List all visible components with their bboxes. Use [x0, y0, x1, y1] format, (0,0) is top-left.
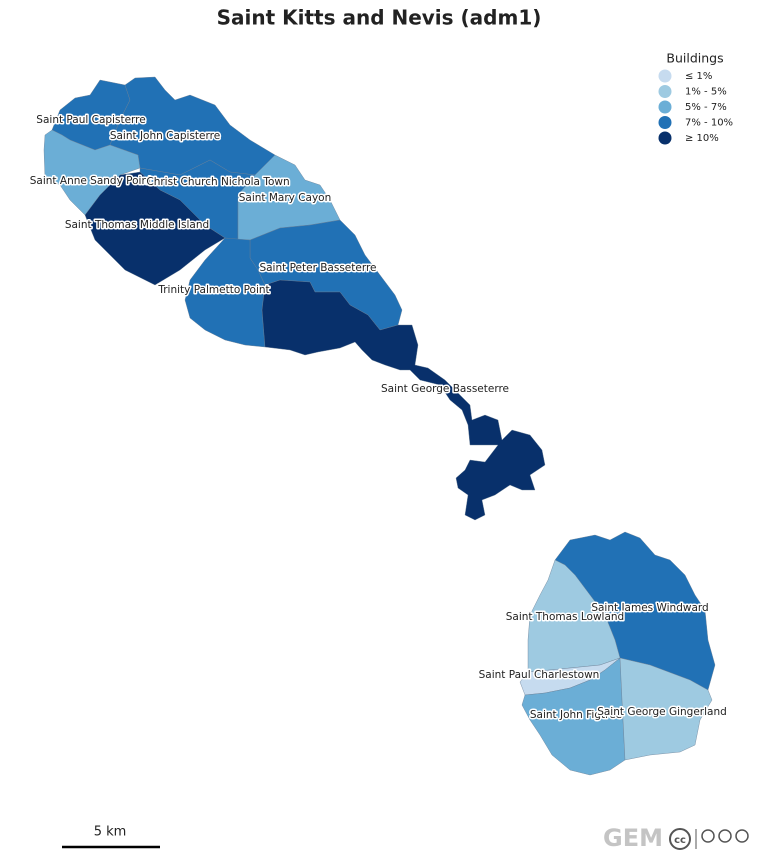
region-label: Saint Paul Charlestown — [479, 669, 600, 681]
region-label: Saint George Basseterre — [381, 383, 509, 395]
license-icon — [669, 828, 691, 850]
license-text: cc — [674, 835, 686, 846]
region — [184, 237, 266, 348]
region — [619, 657, 713, 761]
legend-label: ≥ 10% — [685, 133, 719, 144]
region-label: Saint Mary Cayon — [239, 192, 332, 204]
legend-swatch — [658, 131, 672, 145]
legend-label: 5% - 7% — [685, 102, 727, 113]
region — [84, 171, 226, 286]
region-label: Saint Anne Sandy Point — [30, 175, 152, 187]
region-label: Christ Church Nichola Town — [146, 176, 289, 188]
map-title: Saint Kitts and Nevis (adm1) — [217, 6, 542, 30]
legend: ≤ 1% 1% - 5% 5% - 7% 7% - 10% ≥ 10% — [658, 69, 733, 145]
region-label: Saint Peter Basseterre — [259, 262, 376, 274]
region — [261, 279, 546, 521]
logo: GEM — [603, 824, 663, 852]
region-label: Saint John Figtree — [530, 709, 622, 721]
legend-label: 1% - 5% — [685, 87, 727, 98]
region-label: Saint Paul Capisterre — [36, 114, 145, 126]
license-icon — [718, 829, 732, 843]
legend-label: ≤ 1% — [685, 71, 712, 82]
region-label: Saint Thomas Lowland — [506, 611, 624, 623]
legend-swatch — [658, 116, 672, 129]
legend-swatch — [658, 85, 672, 98]
region — [43, 129, 141, 216]
legend-swatch — [658, 69, 672, 83]
region-labels: Saint Paul Capisterre Saint John Capister… — [28, 113, 728, 723]
scale-label: 5 km — [94, 825, 127, 840]
legend-swatch — [658, 100, 672, 114]
region-label: Trinity Palmetto Point — [157, 284, 269, 296]
region-label: Saint Thomas Middle Island — [65, 219, 209, 231]
license-icon — [701, 829, 715, 843]
region — [521, 657, 626, 776]
legend-label: 7% - 10% — [685, 118, 733, 129]
legend-title: Buildings — [666, 51, 723, 66]
regions — [43, 76, 716, 776]
region-label: Saint John Capisterre — [110, 130, 220, 142]
region-label: Saint James Windward — [591, 602, 708, 614]
license-icon — [735, 829, 749, 843]
region-label: Saint George Gingerland — [597, 706, 727, 718]
